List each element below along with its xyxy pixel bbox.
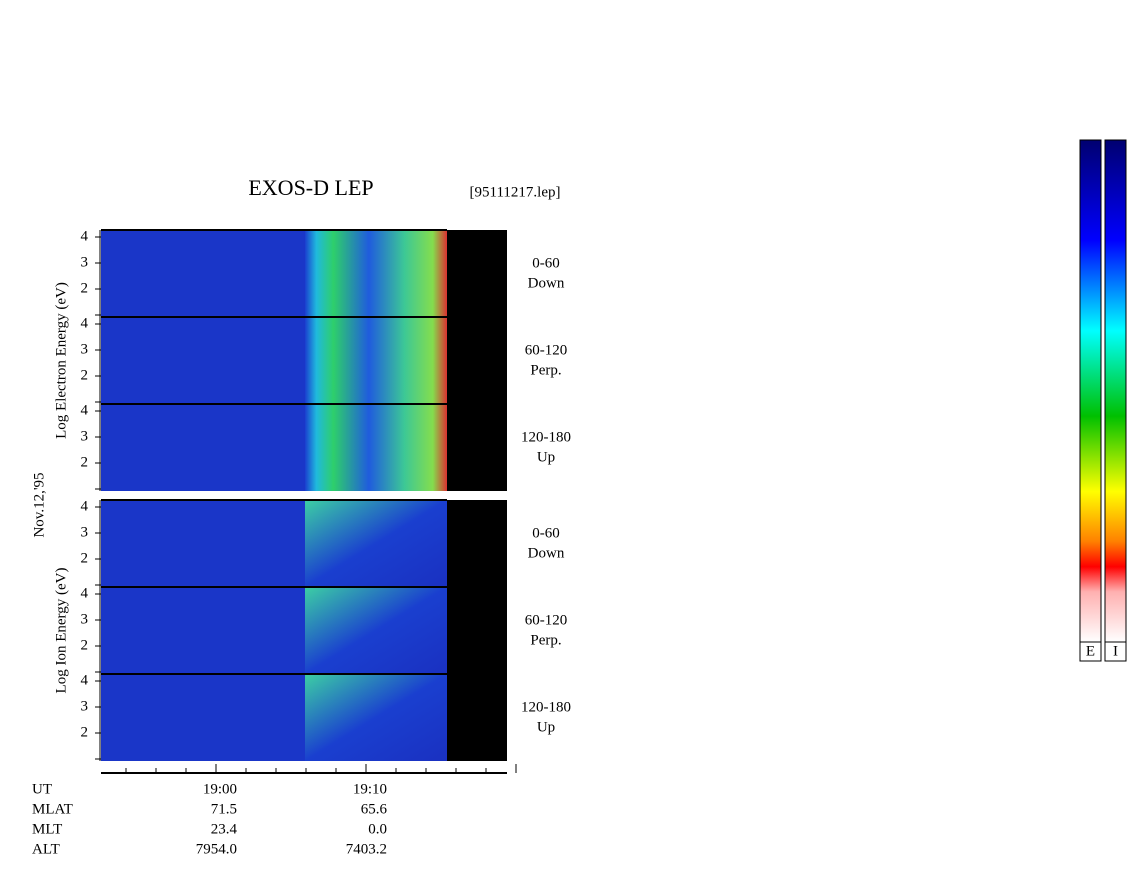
ephemeris-value: 0.0	[368, 821, 387, 837]
direction: Down	[528, 275, 565, 291]
colorbar-label: E	[1086, 643, 1095, 659]
direction: Perp.	[530, 362, 561, 378]
pitch-angle: 120-180	[521, 429, 571, 445]
direction: Perp.	[530, 632, 561, 648]
y-tick-label: 4	[81, 672, 89, 688]
ephemeris-value: 19:10	[353, 781, 387, 797]
pitch-angle: 0-60	[532, 255, 560, 271]
ephemeris-value: 65.6	[361, 801, 388, 817]
no-data-region	[447, 587, 507, 674]
ephemeris-value: 19:00	[203, 781, 237, 797]
y-tick-label: 3	[81, 611, 89, 627]
direction: Up	[537, 449, 555, 465]
no-data-region	[447, 317, 507, 404]
spectrogram-activity	[305, 674, 447, 761]
ephemeris-value: 71.5	[211, 801, 237, 817]
pitch-angle: 120-180	[521, 699, 571, 715]
no-data-region	[447, 500, 507, 587]
pitch-angle: 60-120	[525, 342, 568, 358]
colorbar	[1079, 139, 1102, 643]
y-tick-label: 3	[81, 254, 89, 270]
pitch-angle: 60-120	[525, 612, 568, 628]
colorbar-label-box	[1079, 641, 1102, 662]
y-tick-label: 2	[81, 280, 89, 296]
y-tick-label: 4	[81, 315, 89, 331]
spectrogram-activity	[305, 317, 447, 404]
ephemeris-value: 7403.2	[346, 841, 387, 857]
spectrogram-activity	[305, 404, 447, 491]
no-data-region	[447, 674, 507, 761]
direction: Up	[537, 719, 555, 735]
y-tick-label: 3	[81, 698, 89, 714]
y-tick-label: 2	[81, 724, 89, 740]
ephemeris-value: 7954.0	[196, 841, 237, 857]
ephemeris-label: MLAT	[32, 801, 73, 817]
y-tick-label: 4	[81, 498, 89, 514]
y-axis-label: Log Electron Energy (eV)	[53, 282, 69, 439]
ephemeris-value: 23.4	[211, 821, 238, 837]
ephemeris-label: MLT	[32, 821, 62, 837]
y-tick-label: 3	[81, 341, 89, 357]
file-name: [95111217.lep]	[470, 184, 561, 200]
ephemeris-label: ALT	[32, 841, 60, 857]
colorbar-label-box	[1104, 641, 1127, 662]
y-tick-label: 3	[81, 524, 89, 540]
ephemeris-label: UT	[32, 781, 52, 797]
date: Nov.12,'95	[31, 472, 47, 537]
y-tick-label: 4	[81, 585, 89, 601]
y-tick-label: 4	[81, 228, 89, 244]
colorbar-label: I	[1113, 643, 1118, 659]
direction: Down	[528, 545, 565, 561]
y-tick-label: 2	[81, 550, 89, 566]
y-tick-label: 2	[81, 637, 89, 653]
title: EXOS-D LEP	[248, 175, 373, 200]
y-tick-label: 3	[81, 428, 89, 444]
y-tick-label: 2	[81, 367, 89, 383]
colorbar	[1104, 139, 1127, 643]
spectrogram-activity	[305, 230, 447, 317]
no-data-region	[447, 230, 507, 317]
pitch-angle: 0-60	[532, 525, 560, 541]
y-axis-label: Log Ion Energy (eV)	[53, 568, 69, 694]
spectrogram-activity	[305, 587, 447, 674]
no-data-region	[447, 404, 507, 491]
y-tick-label: 4	[81, 402, 89, 418]
spectrogram-activity	[305, 500, 447, 587]
y-tick-label: 2	[81, 454, 89, 470]
